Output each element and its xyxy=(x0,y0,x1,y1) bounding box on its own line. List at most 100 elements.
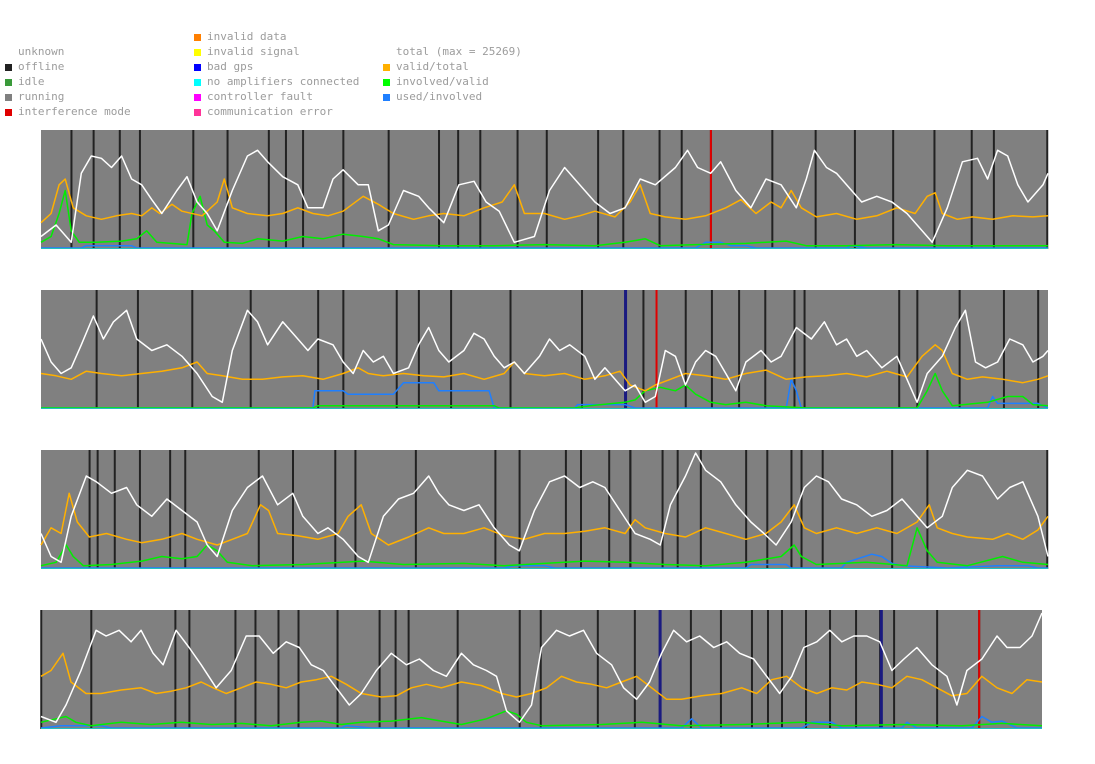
offline-mark xyxy=(680,130,683,249)
offline-mark xyxy=(40,610,43,729)
offline-mark xyxy=(661,450,664,569)
series-line-involved-valid xyxy=(40,710,1043,727)
offline-mark xyxy=(608,450,611,569)
offline-mark xyxy=(676,450,679,569)
offline-mark xyxy=(516,130,519,249)
offline-mark xyxy=(893,610,896,729)
legend-item: running xyxy=(5,90,64,104)
offline-mark xyxy=(509,290,512,409)
offline-mark xyxy=(1037,290,1040,409)
legend-label: total (max = 25269) xyxy=(396,45,522,58)
series-line-involved-valid xyxy=(40,527,1049,567)
bad-gps-mark xyxy=(658,610,662,729)
offline-mark xyxy=(958,290,961,409)
offline-mark xyxy=(564,450,567,569)
offline-mark xyxy=(407,610,410,729)
offline-mark xyxy=(417,290,420,409)
legend-label: unknown xyxy=(18,45,65,58)
offline-mark xyxy=(580,450,583,569)
offline-mark xyxy=(629,450,632,569)
legend-label: bad gps xyxy=(207,60,254,73)
legend-item: idle xyxy=(5,75,45,89)
offline-mark xyxy=(192,130,195,249)
offline-mark xyxy=(793,290,796,409)
offline-mark xyxy=(90,610,93,729)
offline-mark xyxy=(699,450,702,569)
legend-swatch xyxy=(383,63,390,71)
series-line-used-involved xyxy=(41,553,1048,569)
interference-mark xyxy=(655,290,658,409)
chart-panel-1 xyxy=(40,130,1049,249)
offline-mark xyxy=(92,130,95,249)
legend-item: offline xyxy=(5,60,64,74)
offline-mark xyxy=(317,290,320,409)
offline-mark xyxy=(387,130,390,249)
series-line-valid-total xyxy=(40,344,1049,392)
offline-mark xyxy=(597,130,600,249)
offline-mark xyxy=(234,610,237,729)
offline-mark xyxy=(764,290,767,409)
interference-mark xyxy=(709,130,712,249)
legend-item: interference mode xyxy=(5,105,131,119)
offline-mark xyxy=(518,610,521,729)
offline-mark xyxy=(138,130,141,249)
legend-label: involved/valid xyxy=(396,75,489,88)
offline-mark xyxy=(738,290,741,409)
offline-mark xyxy=(710,290,713,409)
offline-mark xyxy=(254,610,257,729)
bad-gps-mark xyxy=(624,290,628,409)
offline-mark xyxy=(766,610,769,729)
offline-mark xyxy=(479,130,482,249)
legend-label: running xyxy=(18,90,65,103)
offline-mark xyxy=(750,610,753,729)
legend-item: involved/valid xyxy=(383,75,489,89)
offline-mark xyxy=(302,130,305,249)
chart-panel-4 xyxy=(40,610,1043,729)
offline-mark xyxy=(249,290,252,409)
series-line-total xyxy=(40,452,1049,564)
offline-mark xyxy=(891,450,894,569)
panel-background xyxy=(41,130,1048,249)
panel-background xyxy=(41,450,1048,569)
offline-mark xyxy=(829,610,832,729)
legend-item: communication error xyxy=(194,105,333,119)
offline-mark xyxy=(118,130,121,249)
legend-label: offline xyxy=(18,60,65,73)
legend-swatch xyxy=(194,33,201,41)
series-line-total xyxy=(40,612,1043,724)
offline-mark xyxy=(188,610,191,729)
legend-label: valid/total xyxy=(396,60,469,73)
offline-mark xyxy=(800,450,803,569)
series-line-involved-valid xyxy=(40,189,1048,247)
offline-mark xyxy=(745,450,748,569)
offline-mark xyxy=(336,610,339,729)
offline-mark xyxy=(88,450,91,569)
legend-swatch xyxy=(194,48,201,56)
legend-swatch xyxy=(5,108,12,116)
offline-mark xyxy=(814,130,817,249)
legend-label: invalid data xyxy=(207,30,287,43)
offline-mark xyxy=(342,130,345,249)
series-line-valid-total xyxy=(40,652,1043,701)
series-line-used-involved xyxy=(41,378,1049,409)
legend-swatch xyxy=(383,93,390,101)
chart-panel-3 xyxy=(40,450,1049,569)
offline-mark xyxy=(334,450,337,569)
offline-mark xyxy=(169,450,172,569)
offline-mark xyxy=(136,290,139,409)
offline-mark xyxy=(138,450,141,569)
legend-swatch xyxy=(5,78,12,86)
offline-mark xyxy=(771,130,774,249)
offline-mark xyxy=(267,130,270,249)
offline-mark xyxy=(70,130,73,249)
panel-background xyxy=(41,290,1048,409)
interference-mark xyxy=(978,610,981,729)
legend-item: invalid data xyxy=(194,30,286,44)
legend-swatch xyxy=(194,108,201,116)
offline-mark xyxy=(395,290,398,409)
offline-mark xyxy=(456,610,459,729)
offline-mark xyxy=(805,610,808,729)
offline-mark xyxy=(518,450,521,569)
offline-mark xyxy=(450,290,453,409)
